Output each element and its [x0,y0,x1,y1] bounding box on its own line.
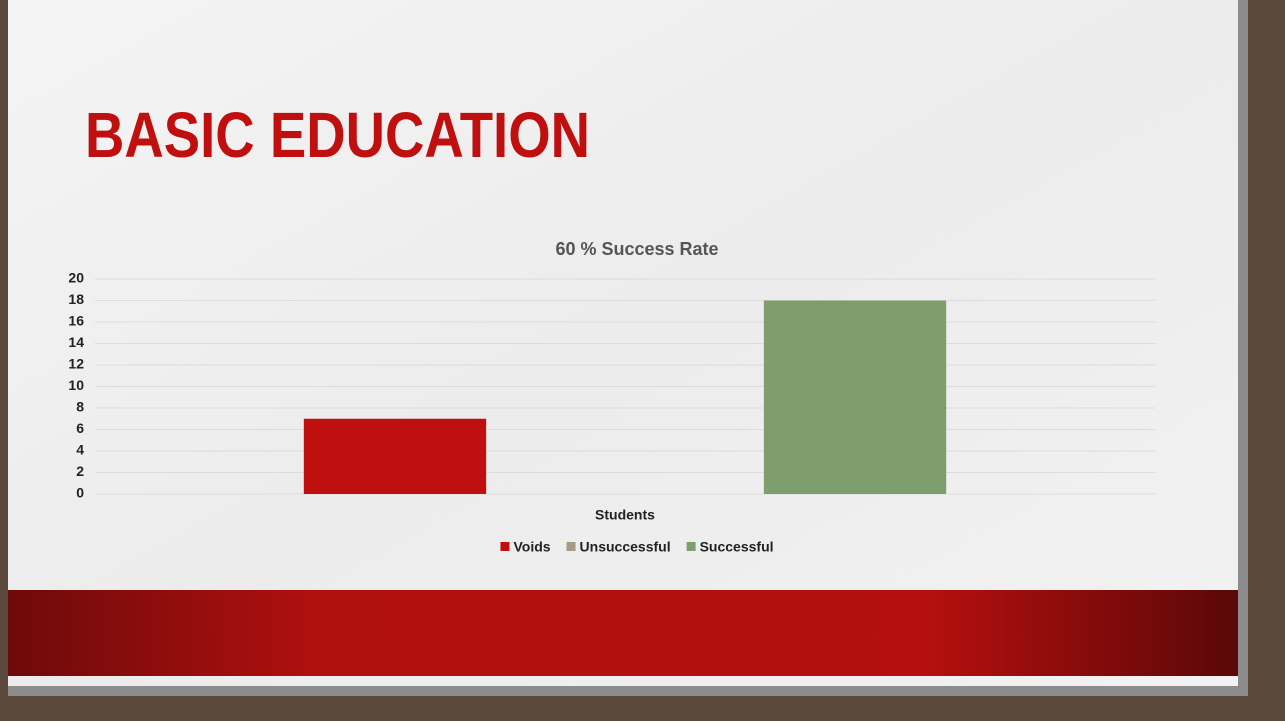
y-tick-label: 14 [68,334,84,350]
legend-swatch [567,542,576,551]
legend-label: Successful [700,539,774,555]
bar [764,301,946,495]
chart-title: 60 % Success Rate [555,239,718,259]
y-tick-label: 4 [76,442,84,458]
y-tick-label: 0 [76,485,84,501]
bar [304,419,486,494]
y-tick-label: 16 [68,313,84,329]
y-tick-label: 18 [68,291,84,307]
legend-label: Unsuccessful [580,539,671,555]
legend-swatch [500,542,509,551]
slide-title: BASIC EDUCATION [85,99,590,171]
slide: BASIC EDUCATION 60 % Success Rate 0 2 4 6 8 1… [0,0,1285,721]
y-tick-label: 6 [76,420,84,436]
y-tick-label: 20 [68,270,84,286]
y-tick-label: 10 [68,377,84,393]
legend-swatch [687,542,696,551]
y-tick-label: 8 [76,399,84,415]
legend-label: Voids [513,539,550,555]
x-tick-label: Students [595,507,655,523]
red-band [8,590,1238,676]
y-tick-label: 12 [68,356,84,372]
y-tick-label: 2 [76,463,84,479]
